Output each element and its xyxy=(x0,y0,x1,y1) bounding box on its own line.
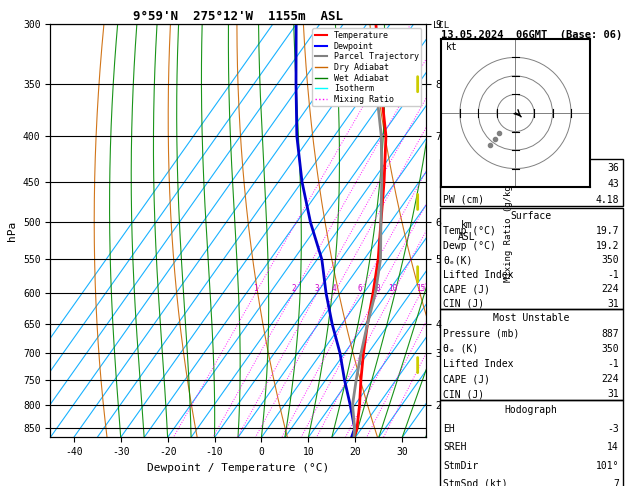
Text: 887: 887 xyxy=(601,329,619,339)
Text: SREH: SREH xyxy=(443,442,467,452)
Text: 101°: 101° xyxy=(596,461,619,470)
Text: 36: 36 xyxy=(607,163,619,173)
Text: EH: EH xyxy=(443,424,455,434)
Text: Hodograph: Hodograph xyxy=(504,405,557,415)
Text: LCL: LCL xyxy=(433,21,449,30)
Text: 19.7: 19.7 xyxy=(596,226,619,236)
Text: -1: -1 xyxy=(607,270,619,279)
Text: CAPE (J): CAPE (J) xyxy=(443,284,490,294)
Text: θₑ(K): θₑ(K) xyxy=(443,255,472,265)
Text: CIN (J): CIN (J) xyxy=(443,389,484,399)
Bar xyxy=(440,208,623,310)
Text: K: K xyxy=(443,163,449,173)
Bar xyxy=(440,400,623,486)
Title: 9°59'N  275°12'W  1155m  ASL: 9°59'N 275°12'W 1155m ASL xyxy=(133,10,343,23)
Text: StmSpd (kt): StmSpd (kt) xyxy=(443,479,508,486)
Text: 43: 43 xyxy=(607,179,619,189)
Legend: Temperature, Dewpoint, Parcel Trajectory, Dry Adiabat, Wet Adiabat, Isotherm, Mi: Temperature, Dewpoint, Parcel Trajectory… xyxy=(313,29,421,106)
Text: 13.05.2024  06GMT  (Base: 06): 13.05.2024 06GMT (Base: 06) xyxy=(440,31,622,40)
Text: Pressure (mb): Pressure (mb) xyxy=(443,329,520,339)
Text: 14: 14 xyxy=(607,442,619,452)
Text: Surface: Surface xyxy=(511,211,552,221)
Text: Temp (°C): Temp (°C) xyxy=(443,226,496,236)
Text: 4: 4 xyxy=(332,284,337,293)
Text: Totals Totals: Totals Totals xyxy=(443,179,520,189)
Text: 31: 31 xyxy=(607,389,619,399)
Text: Most Unstable: Most Unstable xyxy=(493,312,569,323)
Text: θₑ (K): θₑ (K) xyxy=(443,344,479,354)
Text: Mixing Ratio (g/kg): Mixing Ratio (g/kg) xyxy=(504,180,513,282)
Text: 8: 8 xyxy=(376,284,381,293)
Text: 1: 1 xyxy=(253,284,258,293)
Text: 224: 224 xyxy=(601,374,619,384)
Bar xyxy=(440,158,623,206)
Text: 6: 6 xyxy=(357,284,362,293)
Text: CIN (J): CIN (J) xyxy=(443,298,484,309)
Text: Dewp (°C): Dewp (°C) xyxy=(443,241,496,251)
Y-axis label: km
ASL: km ASL xyxy=(457,220,475,242)
Text: 7: 7 xyxy=(613,479,619,486)
X-axis label: Dewpoint / Temperature (°C): Dewpoint / Temperature (°C) xyxy=(147,463,329,473)
Text: 10: 10 xyxy=(388,284,398,293)
Text: 224: 224 xyxy=(601,284,619,294)
Text: kt: kt xyxy=(446,42,458,52)
Text: Lifted Index: Lifted Index xyxy=(443,270,514,279)
Text: PW (cm): PW (cm) xyxy=(443,195,484,205)
Text: -3: -3 xyxy=(607,424,619,434)
Text: 15: 15 xyxy=(416,284,425,293)
Y-axis label: hPa: hPa xyxy=(8,221,18,241)
Bar xyxy=(440,310,623,400)
Text: CAPE (J): CAPE (J) xyxy=(443,374,490,384)
Text: 4.18: 4.18 xyxy=(596,195,619,205)
Text: -1: -1 xyxy=(607,359,619,369)
Text: 3: 3 xyxy=(314,284,320,293)
Text: Lifted Index: Lifted Index xyxy=(443,359,514,369)
Text: StmDir: StmDir xyxy=(443,461,479,470)
Text: 31: 31 xyxy=(607,298,619,309)
Text: 350: 350 xyxy=(601,344,619,354)
Text: 350: 350 xyxy=(601,255,619,265)
Text: 19.2: 19.2 xyxy=(596,241,619,251)
Text: 2: 2 xyxy=(291,284,296,293)
